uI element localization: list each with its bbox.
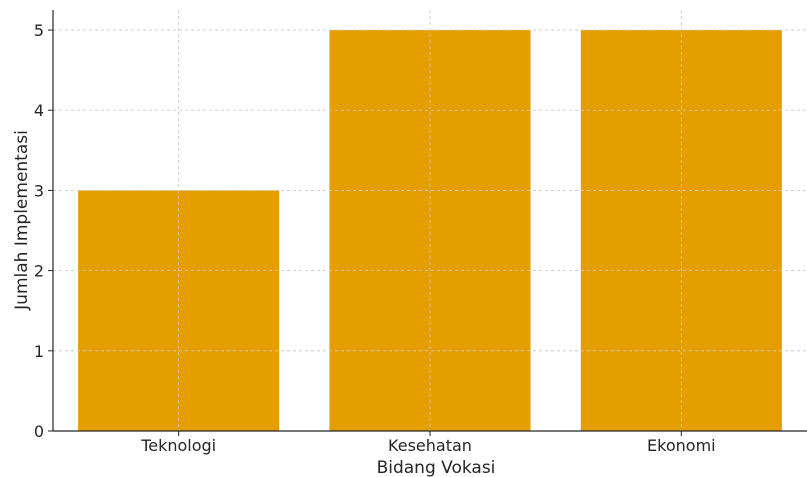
y-tick-label: 3 xyxy=(34,181,44,200)
y-ticks: 0 1 2 3 4 5 xyxy=(34,21,53,441)
y-tick-label: 5 xyxy=(34,21,44,40)
x-tick-label: Ekonomi xyxy=(647,436,716,455)
grid-lines-overlay xyxy=(53,10,807,432)
x-axis-label: Bidang Vokasi xyxy=(377,458,496,477)
y-tick-label: 1 xyxy=(34,342,44,361)
x-ticks: Teknologi Kesehatan Ekonomi xyxy=(140,431,716,455)
y-axis-label: Jumlah Implementasi xyxy=(12,130,32,311)
y-tick-label: 4 xyxy=(34,101,44,120)
x-tick-label: Kesehatan xyxy=(388,436,472,455)
y-tick-label: 2 xyxy=(34,262,44,281)
y-tick-label: 0 xyxy=(34,422,44,441)
x-tick-label: Teknologi xyxy=(140,436,216,455)
